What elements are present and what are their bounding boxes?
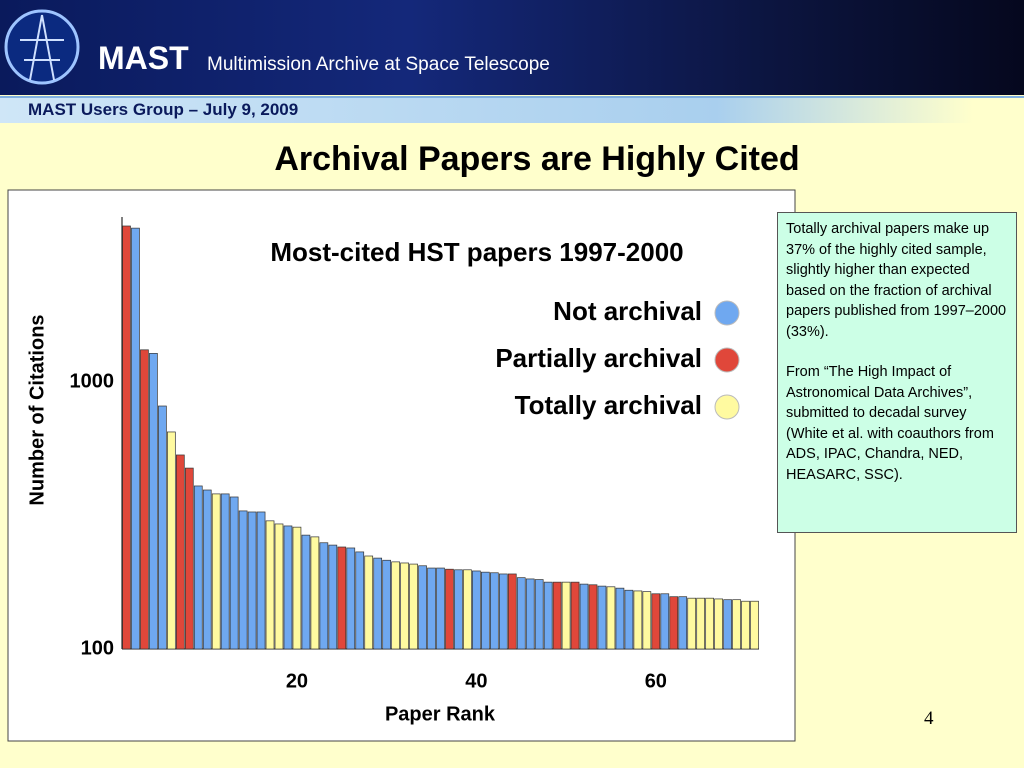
legend-swatch	[714, 394, 740, 420]
bar	[624, 589, 634, 650]
bar	[481, 571, 490, 650]
bar	[131, 227, 140, 650]
bar	[597, 585, 607, 650]
y-tick-label: 1000	[70, 370, 115, 392]
bar	[310, 536, 320, 650]
page-number: 4	[924, 708, 934, 729]
bar	[588, 584, 598, 650]
bar	[382, 559, 392, 650]
bar	[472, 570, 481, 650]
bar	[364, 555, 374, 650]
logo	[4, 9, 80, 85]
bar	[723, 599, 732, 650]
bar	[175, 454, 185, 650]
y-tick-label: 100	[81, 637, 114, 659]
legend-swatch	[714, 347, 740, 373]
bar	[220, 493, 230, 650]
bar	[418, 565, 427, 650]
bar	[391, 561, 400, 650]
bar	[149, 353, 158, 650]
bar	[301, 534, 311, 650]
bar	[211, 493, 221, 650]
note-paragraph: Totally archival papers make up 37% of t…	[786, 221, 1007, 340]
bar	[498, 573, 508, 650]
bar	[570, 581, 580, 650]
chart-title: Most-cited HST papers 1997-2000	[270, 237, 683, 267]
bar	[247, 511, 257, 650]
bar	[687, 597, 697, 650]
bar	[516, 577, 526, 650]
bar	[714, 598, 723, 650]
bar	[463, 569, 472, 650]
bar	[507, 573, 517, 650]
bar	[355, 551, 365, 650]
bar	[543, 581, 553, 650]
bar	[436, 567, 445, 650]
bar	[167, 431, 176, 650]
legend-swatch	[714, 300, 740, 326]
bar	[140, 349, 149, 650]
note-paragraph: From “The High Impact of Astronomical Da…	[786, 364, 994, 483]
logo-text: MAST	[98, 40, 189, 76]
x-tick-label: 40	[465, 670, 487, 692]
bar	[274, 523, 284, 650]
header-subtitle: Multimission Archive at Space Telescope	[207, 54, 550, 75]
banner	[0, 0, 1024, 95]
bar	[409, 563, 418, 650]
legend-label: Partially archival	[495, 343, 702, 373]
bar	[552, 581, 562, 650]
bar	[328, 544, 338, 650]
legend-label: Not archival	[553, 296, 702, 326]
bar	[651, 593, 661, 650]
bar	[158, 405, 167, 650]
legend-label: Totally archival	[515, 390, 702, 420]
bar	[265, 520, 275, 650]
bar	[741, 600, 750, 650]
bar	[660, 593, 670, 650]
meeting-bar	[0, 96, 1024, 123]
bar	[633, 590, 643, 650]
bar	[229, 496, 239, 650]
bar	[238, 510, 248, 650]
bar	[373, 557, 383, 650]
x-axis-label: Paper Rank	[385, 703, 496, 725]
bar	[705, 597, 714, 650]
x-tick-label: 60	[645, 670, 667, 692]
bar	[193, 485, 203, 650]
y-axis-label: Number of Citations	[26, 314, 48, 505]
note-box: Totally archival papers make up 37% of t…	[777, 212, 1017, 533]
bar	[256, 511, 266, 650]
bar	[606, 586, 616, 650]
bar	[534, 579, 544, 650]
bar	[678, 596, 688, 650]
bar	[346, 547, 356, 650]
bar	[184, 467, 194, 650]
bar	[750, 600, 759, 650]
bar	[337, 546, 347, 650]
bar	[489, 572, 499, 650]
bar	[400, 562, 409, 650]
bar	[579, 583, 589, 650]
meeting-label: MAST Users Group – July 9, 2009	[28, 100, 299, 119]
bar	[427, 567, 436, 650]
bar	[283, 525, 293, 650]
bar	[202, 489, 212, 650]
bar	[642, 591, 652, 650]
bar	[122, 225, 131, 650]
bar	[669, 596, 679, 650]
bar	[292, 526, 302, 650]
bar	[319, 542, 329, 650]
bar	[445, 568, 454, 650]
bar	[454, 569, 463, 650]
slide-title: Archival Papers are Highly Cited	[274, 140, 800, 178]
bar	[696, 597, 706, 650]
bar	[561, 581, 571, 650]
bar	[525, 578, 535, 650]
bar	[732, 599, 741, 650]
bar	[615, 587, 625, 650]
x-tick-label: 20	[286, 670, 308, 692]
